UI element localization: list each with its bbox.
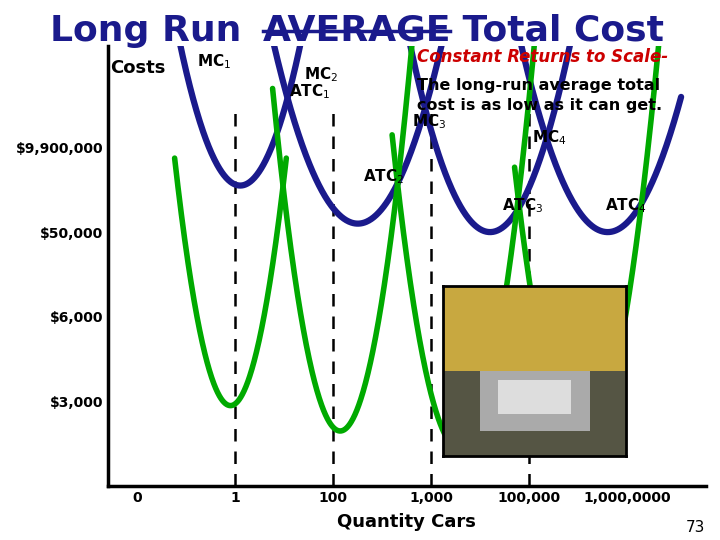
Text: MC$_2$: MC$_2$ <box>305 65 338 84</box>
Text: Costs: Costs <box>110 59 166 77</box>
Text: 73: 73 <box>686 519 706 535</box>
Text: Constant Returns to Scale-: Constant Returns to Scale- <box>417 48 667 65</box>
Text: MC$_3$: MC$_3$ <box>412 112 446 131</box>
Bar <box>443 286 626 372</box>
Text: ATC$_1$: ATC$_1$ <box>289 82 330 101</box>
Bar <box>443 372 626 456</box>
Text: ATC$_3$: ATC$_3$ <box>502 197 544 215</box>
Text: MC$_4$: MC$_4$ <box>531 129 566 147</box>
Text: ATC$_4$: ATC$_4$ <box>605 197 647 215</box>
Text: The long-run average total
cost is as low as it can get.: The long-run average total cost is as lo… <box>417 78 662 113</box>
Text: AVERAGE: AVERAGE <box>263 14 451 48</box>
Text: Total Cost: Total Cost <box>450 14 664 48</box>
Text: ATC$_2$: ATC$_2$ <box>363 167 404 186</box>
Bar <box>498 380 572 414</box>
Bar <box>480 372 590 431</box>
X-axis label: Quantity Cars: Quantity Cars <box>338 513 476 531</box>
Text: MC$_1$: MC$_1$ <box>197 52 231 71</box>
Text: Long Run: Long Run <box>50 14 254 48</box>
